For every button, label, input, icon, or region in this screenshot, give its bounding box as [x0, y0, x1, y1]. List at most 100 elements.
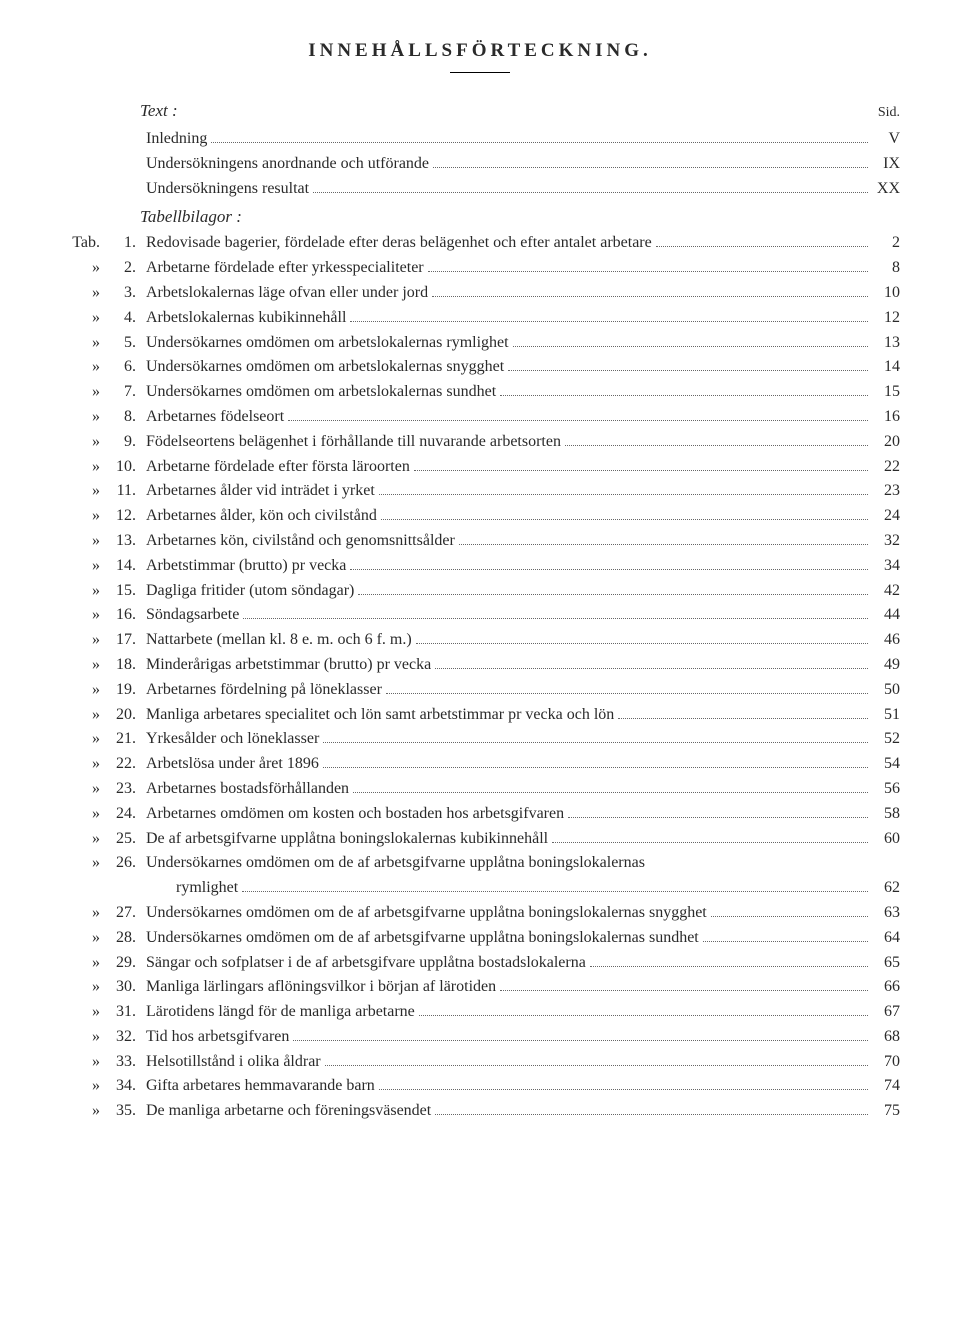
entry-prefix: » [60, 851, 106, 876]
entry-prefix: » [60, 1074, 106, 1099]
leader-dots [513, 346, 868, 347]
entry-page: 16 [872, 405, 900, 430]
entry-num: 28. [106, 926, 146, 951]
entry-num: 2. [106, 256, 146, 281]
toc-tab-entry: »21.Yrkesålder och löneklasser52 [60, 727, 900, 752]
toc-tab-entry: »13.Arbetarnes kön, civilstånd och genom… [60, 529, 900, 554]
leader-dots [414, 470, 868, 471]
toc-tab-entry: »25.De af arbetsgifvarne upplåtna boning… [60, 827, 900, 852]
entry-label: De manliga arbetarne och föreningsväsend… [146, 1099, 431, 1124]
entry-label: Gifta arbetares hemmavarande barn [146, 1074, 375, 1099]
entry-label: Arbetarne fördelade efter första läroort… [146, 455, 410, 480]
entry-label: Söndagsarbete [146, 603, 239, 628]
entry-label: Dagliga fritider (utom söndagar) [146, 579, 354, 604]
entry-label: Arbetslokalernas kubikinnehåll [146, 306, 346, 331]
toc-tab-entry: »12.Arbetarnes ålder, kön och civilstånd… [60, 504, 900, 529]
leader-dots [500, 990, 868, 991]
leader-dots [323, 742, 868, 743]
leader-dots [243, 618, 868, 619]
toc-tab-entry: »18.Minderårigas arbetstimmar (brutto) p… [60, 653, 900, 678]
entry-num: 11. [106, 479, 146, 504]
entry-num: 25. [106, 827, 146, 852]
toc-tab-entry: »32.Tid hos arbetsgifvaren68 [60, 1025, 900, 1050]
entry-num: 9. [106, 430, 146, 455]
entry-num: 33. [106, 1050, 146, 1075]
leader-dots [350, 321, 868, 322]
entry-num: 34. [106, 1074, 146, 1099]
toc-tab-entry: »2.Arbetarne fördelade efter yrkesspecia… [60, 256, 900, 281]
entry-page: 8 [872, 256, 900, 281]
toc-tab-entry: »9.Födelseortens belägenhet i förhålland… [60, 430, 900, 455]
leader-dots [325, 1065, 868, 1066]
leader-dots [508, 370, 868, 371]
entry-page: 68 [872, 1025, 900, 1050]
toc-tab-entry: »34.Gifta arbetares hemmavarande barn74 [60, 1074, 900, 1099]
entry-label: Arbetarnes omdömen om kosten och bostade… [146, 802, 564, 827]
entry-page: 10 [872, 281, 900, 306]
entry-prefix: » [60, 802, 106, 827]
entry-prefix: » [60, 777, 106, 802]
entry-num: 4. [106, 306, 146, 331]
leader-dots [353, 792, 868, 793]
entry-page: 12 [872, 306, 900, 331]
entry-page: 23 [872, 479, 900, 504]
leader-dots [459, 544, 868, 545]
entry-prefix: » [60, 603, 106, 628]
entry-label: Arbetarne fördelade efter yrkesspecialit… [146, 256, 424, 281]
leader-dots [381, 519, 868, 520]
leader-dots [323, 767, 868, 768]
entry-num: 32. [106, 1025, 146, 1050]
entry-page: 22 [872, 455, 900, 480]
leader-dots [552, 842, 868, 843]
leader-dots [435, 668, 868, 669]
entry-prefix: » [60, 1099, 106, 1124]
leader-dots [358, 594, 868, 595]
entry-num: 3. [106, 281, 146, 306]
entry-label-cont: rymlighet [176, 876, 238, 901]
entry-prefix: Tab. [60, 231, 106, 256]
leader-dots [419, 1015, 868, 1016]
toc-tab-entry: »26.Undersökarnes omdömen om de af arbet… [60, 851, 900, 876]
entry-page: 49 [872, 653, 900, 678]
entry-page: 65 [872, 951, 900, 976]
title-rule [450, 72, 510, 73]
entry-prefix: » [60, 926, 106, 951]
leader-dots [416, 643, 868, 644]
entry-label: Lärotidens längd för de manliga arbetarn… [146, 1000, 415, 1025]
entry-prefix: » [60, 628, 106, 653]
toc-tab-entry: »16.Söndagsarbete44 [60, 603, 900, 628]
entry-label: Arbetarnes fördelning på löneklasser [146, 678, 382, 703]
entry-prefix: » [60, 455, 106, 480]
entry-label: Födelseortens belägenhet i förhållande t… [146, 430, 561, 455]
entry-num: 29. [106, 951, 146, 976]
toc-tab-entry: »31.Lärotidens längd för de manliga arbe… [60, 1000, 900, 1025]
entry-label: Arbetslokalernas läge ofvan eller under … [146, 281, 428, 306]
leader-dots [350, 569, 868, 570]
entry-prefix: » [60, 430, 106, 455]
entry-page: 62 [872, 876, 900, 901]
entry-label: Undersökarnes omdömen om arbetslokalerna… [146, 331, 509, 356]
entry-page: 56 [872, 777, 900, 802]
entry-page: 58 [872, 802, 900, 827]
toc-text-entry: Undersökningens resultatXX [60, 177, 900, 202]
entry-num: 26. [106, 851, 146, 876]
entry-num: 5. [106, 331, 146, 356]
entry-num: 18. [106, 653, 146, 678]
toc-tab-entry: »14.Arbetstimmar (brutto) pr vecka34 [60, 554, 900, 579]
leader-dots [386, 693, 868, 694]
entry-num: 7. [106, 380, 146, 405]
entry-label: Undersökarnes omdömen om de af arbetsgif… [146, 851, 900, 876]
entry-prefix: » [60, 653, 106, 678]
text-heading: Text : [140, 101, 178, 121]
entry-num: 31. [106, 1000, 146, 1025]
text-section-header: Text : Sid. [60, 101, 900, 121]
toc-tab-entry: »33.Helsotillstånd i olika åldrar70 [60, 1050, 900, 1075]
toc-tab-entry: »29.Sängar och sofplatser i de af arbets… [60, 951, 900, 976]
entry-page: 46 [872, 628, 900, 653]
entry-prefix: » [60, 504, 106, 529]
entry-num: 17. [106, 628, 146, 653]
toc-tab-entry: »8.Arbetarnes födelseort16 [60, 405, 900, 430]
leader-dots [242, 891, 868, 892]
entry-label: Arbetarnes ålder vid inträdet i yrket [146, 479, 375, 504]
leader-dots [313, 192, 868, 193]
